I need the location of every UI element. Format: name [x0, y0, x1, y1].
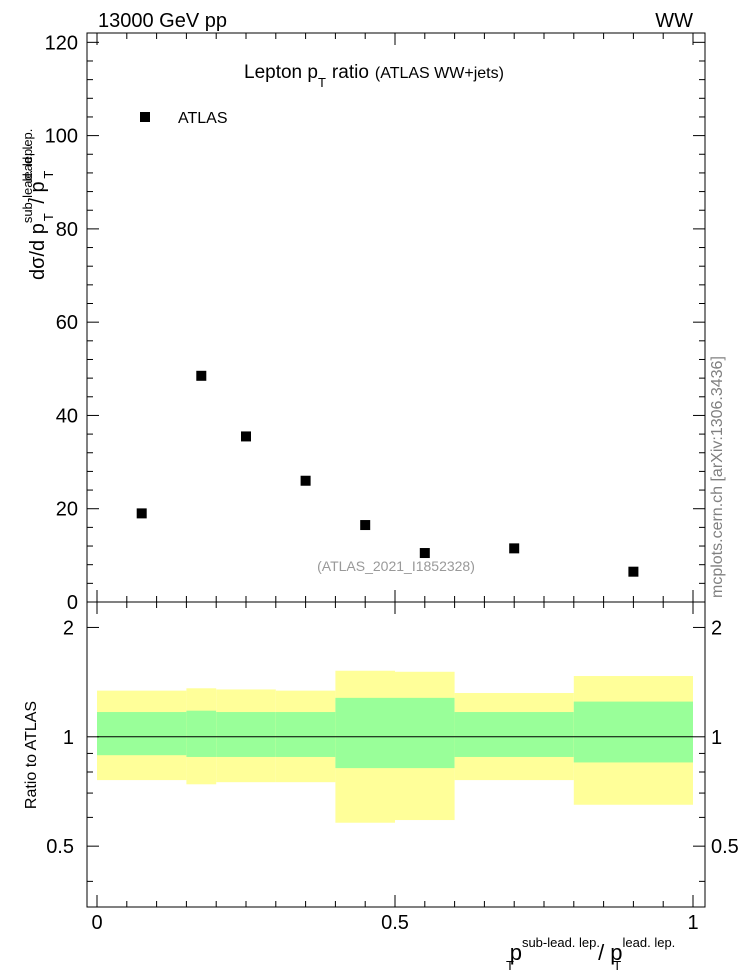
- ratio-band-inner: [275, 712, 336, 757]
- main-title-text: Lepton p: [244, 62, 318, 83]
- header-process: WW: [655, 10, 693, 32]
- ratio-band-inner: [395, 697, 455, 769]
- ratio-xlabel-sup2: lead. lep.: [623, 935, 676, 950]
- ratio-xtick-labels: 0 0.5 1: [91, 912, 698, 934]
- main-ylabel-sub2: T: [41, 171, 56, 179]
- main-ylabel-d: dσ/d p: [27, 223, 49, 280]
- data-point: [300, 475, 311, 486]
- main-axis-ticks: [87, 33, 705, 603]
- ratio-ytick-label-right: 2: [711, 617, 722, 639]
- main-ytick-labels: 0 20 40 60 80 100 120: [45, 32, 78, 614]
- data-point: [360, 520, 371, 531]
- ratio-band-inner: [573, 701, 693, 763]
- ratio-xtick-label: 0.5: [381, 912, 409, 934]
- ratio-xlabel: psub-lead. lep. T / plead. lep. T: [506, 935, 675, 972]
- data-point: [628, 566, 639, 577]
- main-ytick-label: 80: [56, 219, 78, 241]
- data-point: [136, 508, 147, 519]
- main-title-note: (ATLAS WW+jets): [375, 65, 504, 82]
- main-ylabel-sup2: lead. lep.: [20, 129, 35, 182]
- ratio-xlabel-sub1: T: [506, 958, 514, 972]
- ratio-ylabel: Ratio to ATLAS: [23, 701, 40, 809]
- main-ylabel: dσ/d psub-lead. lep. T / plead. lep. T: [20, 129, 56, 280]
- data-point: [241, 431, 251, 442]
- main-ytick-label: 0: [67, 592, 78, 614]
- ratio-ytick-label: 0.5: [46, 836, 74, 858]
- main-data-points: [136, 370, 639, 577]
- main-panel: Lepton pT ratio (ATLAS WW+jets) ATLAS (ATL…: [20, 32, 706, 614]
- main-title-sub: T: [318, 75, 326, 90]
- ratio-xtick-label: 0: [91, 912, 102, 934]
- analysis-watermark: (ATLAS_2021_I1852328): [317, 558, 475, 574]
- ratio-frame: [86, 601, 706, 908]
- main-ylabel-sup1: sub-lead. lep.: [20, 145, 35, 223]
- ratio-band-inner: [216, 712, 276, 757]
- ratio-bands: [97, 670, 693, 823]
- ratio-band-inner: [186, 710, 217, 757]
- ratio-band-inner: [454, 712, 574, 757]
- ratio-ytick-labels: 0.5 0.5 1 1 2 2: [46, 617, 739, 858]
- data-point: [419, 548, 430, 559]
- ratio-xlabel-sup1: sub-lead. lep.: [522, 935, 600, 950]
- main-ylabel-sub1: T: [41, 213, 56, 221]
- ratio-axis-ticks: [87, 602, 705, 907]
- main-ytick-label: 40: [56, 405, 78, 427]
- main-title-rest: ratio: [332, 62, 369, 83]
- header-energy: 13000 GeV pp: [98, 10, 227, 32]
- ratio-xlabel-slash: / p: [592, 940, 623, 965]
- side-label: mcplots.cern.ch [arXiv:1306.3436]: [709, 356, 726, 598]
- ratio-xtick-label: 1: [687, 912, 698, 934]
- main-ytick-label: 120: [45, 32, 78, 54]
- legend-marker: [140, 112, 150, 122]
- main-ytick-label: 20: [56, 499, 78, 521]
- ratio-ytick-label-right: 0.5: [711, 836, 739, 858]
- data-point: [196, 370, 207, 381]
- ratio-xlabel-sub2: T: [613, 958, 621, 972]
- legend-label: ATLAS: [178, 110, 228, 127]
- ratio-band-inner: [335, 697, 395, 769]
- main-ytick-label: 100: [45, 126, 78, 148]
- main-ytick-label: 60: [56, 312, 78, 334]
- ratio-band-inner: [97, 712, 187, 756]
- main-ylabel-slash: / p: [27, 181, 49, 209]
- ratio-ytick-label: 2: [63, 617, 74, 639]
- main-title: Lepton pT ratio (ATLAS WW+jets): [244, 62, 504, 90]
- data-point: [509, 543, 520, 554]
- ratio-xlabel-p: p: [510, 940, 522, 965]
- ratio-panel: 0.5 0.51 12 2 0 0.5 1 Ratio to ATLAS psub-lea…: [23, 601, 739, 972]
- ratio-ytick-label-right: 1: [711, 727, 722, 749]
- ratio-ytick-label: 1: [63, 727, 74, 749]
